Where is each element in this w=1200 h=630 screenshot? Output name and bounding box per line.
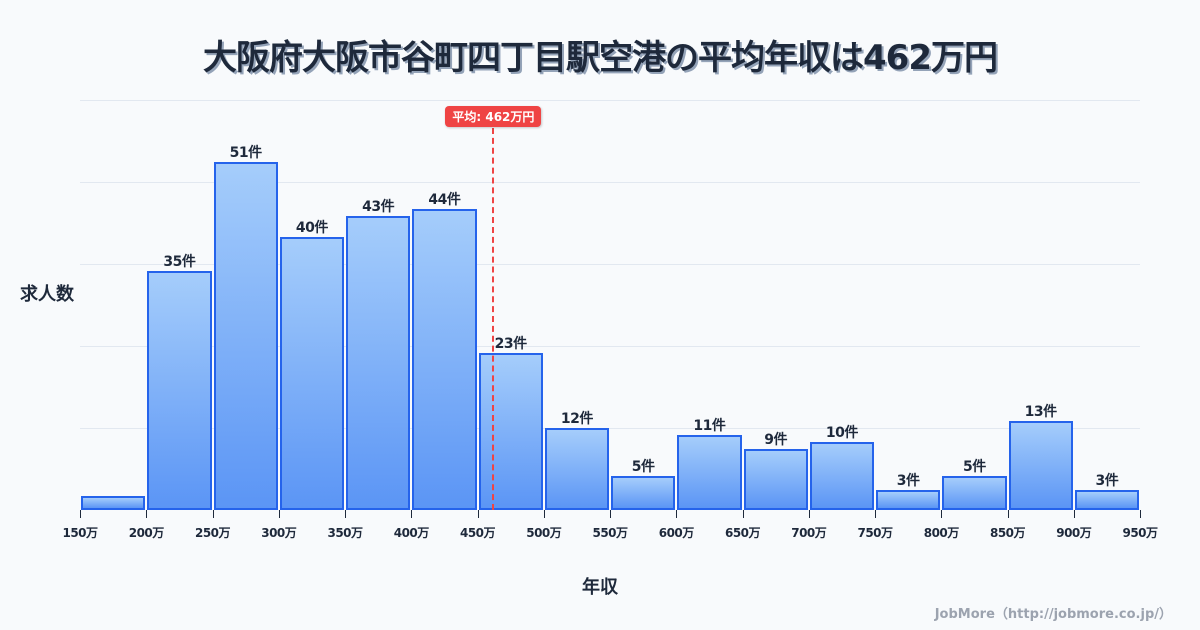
x-tick-mark: [941, 510, 943, 518]
bar-value-label: 3件: [896, 472, 920, 489]
x-tick-label: 700万: [791, 526, 827, 540]
bar-value-label: 43件: [362, 199, 395, 216]
bar-value-label: 23件: [494, 335, 527, 352]
histogram-bar: [412, 209, 477, 510]
x-tick-mark: [676, 510, 678, 518]
histogram-bar: [81, 496, 146, 510]
bar-value-label: 35件: [163, 253, 196, 270]
histogram-bar: [677, 434, 742, 510]
histogram-bar: [279, 236, 344, 510]
x-tick-label: 550万: [592, 526, 628, 540]
x-tick-mark: [411, 510, 413, 518]
x-tick-label: 500万: [526, 526, 562, 540]
x-tick-label: 800万: [923, 526, 960, 540]
source-credit: JobMore（http://jobmore.co.jp/）: [934, 607, 1172, 622]
x-tick-label: 950万: [1122, 526, 1158, 540]
average-line: [492, 128, 495, 510]
histogram-bar: [743, 448, 808, 510]
x-tick-label: 150万: [62, 526, 98, 540]
x-tick-mark: [345, 510, 346, 518]
histogram-bar: [213, 161, 278, 510]
x-tick-mark: [808, 510, 810, 518]
x-tick-label: 600万: [658, 526, 695, 540]
histogram-bar: [1008, 421, 1073, 510]
average-badge: 平均: 462万円: [445, 106, 542, 127]
x-tick-mark: [610, 510, 611, 518]
bar-value-label: 12件: [560, 411, 593, 427]
x-tick-label: 450万: [459, 526, 496, 540]
histogram-bar: [478, 352, 543, 510]
chart-title: 大阪府大阪市谷町四丁目駅空港の平均年収は462万円: [203, 38, 998, 78]
bar-value-label: 13件: [1024, 404, 1057, 421]
bar-value-label: 44件: [428, 192, 461, 209]
x-tick-mark: [477, 510, 479, 518]
histogram-bar: [809, 441, 874, 510]
bar-value-label: 51件: [229, 144, 262, 161]
gridline: [80, 100, 1140, 101]
x-tick-mark: [875, 510, 876, 518]
x-tick-label: 750万: [857, 526, 893, 540]
x-tick-label: 850万: [989, 526, 1026, 540]
bar-value-label: 10件: [825, 424, 858, 441]
x-tick-label: 300万: [261, 526, 297, 540]
gridline: [80, 264, 1140, 265]
x-tick-label: 350万: [327, 526, 363, 540]
x-tick-mark: [742, 510, 744, 518]
histogram-bar: [876, 489, 941, 510]
x-tick-label: 250万: [194, 526, 231, 540]
gridline: [80, 346, 1140, 347]
bar-value-label: 11件: [693, 417, 726, 434]
histogram-bar: [942, 475, 1007, 510]
gridline: [80, 182, 1140, 183]
histogram-bar: [611, 475, 676, 510]
histogram-plot-area: 35件 51件 40件 43件 44件 23件 12件 5件 11件 9件 10件 3件 5件 13件 3件…: [80, 100, 1140, 510]
x-tick-label: 650万: [724, 526, 761, 540]
x-tick-label: 200万: [128, 526, 165, 540]
bar-value-label: 3件: [1095, 472, 1119, 489]
x-tick-mark: [543, 510, 545, 518]
x-tick-mark: [1007, 510, 1009, 518]
bar-value-label: 40件: [295, 219, 328, 236]
x-tick-label: 400万: [393, 526, 430, 540]
x-axis-label: 年収: [582, 577, 618, 598]
x-tick-mark: [1073, 510, 1075, 518]
x-tick-label: 900万: [1056, 526, 1092, 540]
gridline: [80, 428, 1140, 429]
histogram-bar: [147, 270, 212, 510]
x-tick-mark: [80, 510, 81, 518]
y-axis-label: 求人数: [20, 284, 74, 305]
x-tick-mark: [278, 510, 280, 518]
histogram-bar: [1074, 489, 1139, 510]
histogram-bar: [544, 428, 609, 510]
bar-value-label: 5件: [963, 458, 986, 475]
bar-value-label: 9件: [764, 431, 787, 448]
histogram-bar: [346, 216, 411, 510]
x-tick-mark: [212, 510, 214, 518]
bar-value-label: 5件: [631, 458, 655, 475]
x-tick-mark: [1140, 510, 1141, 518]
x-tick-mark: [146, 510, 148, 518]
